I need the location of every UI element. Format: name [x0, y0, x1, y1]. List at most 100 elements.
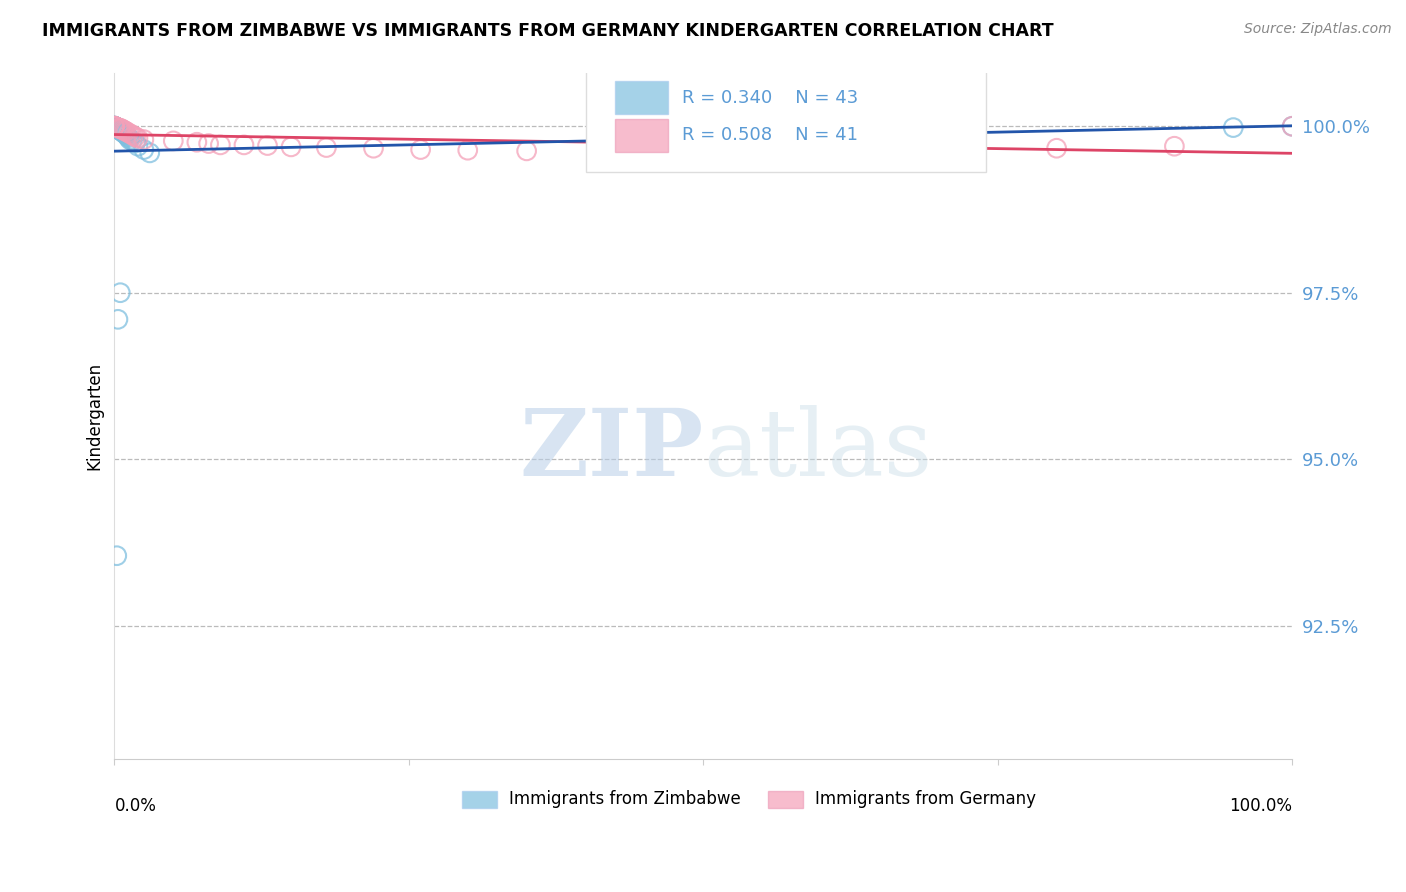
Point	[112, 123, 135, 137]
FancyBboxPatch shape	[585, 66, 986, 172]
Point	[105, 120, 128, 135]
Point	[110, 122, 132, 136]
Point	[363, 141, 385, 155]
Point	[103, 120, 125, 134]
Point	[103, 120, 125, 134]
Point	[132, 143, 155, 157]
Point	[1163, 139, 1185, 153]
Point	[139, 145, 162, 160]
Point	[110, 121, 132, 136]
Point	[111, 125, 134, 139]
Text: 100.0%: 100.0%	[1229, 797, 1292, 814]
Point	[124, 129, 146, 144]
Point	[209, 137, 232, 152]
Point	[127, 131, 149, 145]
Point	[1281, 120, 1303, 134]
Point	[110, 124, 132, 138]
Point	[115, 128, 138, 142]
Point	[162, 134, 184, 148]
Point	[110, 122, 132, 136]
Point	[114, 124, 136, 138]
Point	[280, 140, 302, 154]
Point	[127, 139, 149, 153]
Point	[108, 122, 131, 136]
Text: Immigrants from Germany: Immigrants from Germany	[815, 790, 1036, 808]
Point	[103, 120, 125, 134]
Text: R = 0.340    N = 43: R = 0.340 N = 43	[682, 88, 858, 107]
Point	[810, 145, 832, 160]
Point	[103, 120, 125, 134]
Point	[107, 312, 129, 326]
Point	[186, 135, 208, 149]
Point	[103, 120, 125, 134]
FancyBboxPatch shape	[768, 791, 803, 808]
Point	[108, 122, 131, 136]
Point	[598, 145, 620, 159]
Point	[115, 125, 138, 139]
Point	[103, 120, 125, 134]
Point	[103, 120, 125, 134]
Point	[120, 127, 142, 141]
Point	[117, 130, 139, 145]
Point	[233, 137, 256, 152]
Point	[118, 132, 141, 146]
Point	[103, 120, 125, 134]
Point	[928, 144, 950, 158]
Point	[1046, 141, 1069, 155]
Point	[117, 126, 139, 140]
Point	[103, 120, 125, 134]
Point	[457, 143, 479, 157]
Point	[256, 138, 278, 153]
Text: R = 0.508    N = 41: R = 0.508 N = 41	[682, 127, 858, 145]
Point	[110, 123, 132, 137]
Point	[692, 145, 714, 160]
FancyBboxPatch shape	[614, 119, 668, 152]
Point	[409, 143, 432, 157]
Point	[197, 136, 219, 151]
Text: IMMIGRANTS FROM ZIMBABWE VS IMMIGRANTS FROM GERMANY KINDERGARTEN CORRELATION CHA: IMMIGRANTS FROM ZIMBABWE VS IMMIGRANTS F…	[42, 22, 1054, 40]
Point	[115, 127, 138, 141]
Point	[112, 126, 135, 140]
Point	[103, 120, 125, 134]
Point	[132, 132, 155, 146]
Point	[516, 144, 538, 158]
Point	[114, 126, 136, 140]
Point	[110, 123, 132, 137]
Point	[103, 120, 125, 134]
Point	[1222, 120, 1244, 135]
Point	[110, 122, 132, 136]
Point	[103, 120, 125, 134]
Point	[103, 120, 125, 134]
Text: atlas: atlas	[703, 405, 932, 495]
Point	[103, 120, 125, 134]
Point	[110, 124, 132, 138]
Point	[117, 129, 139, 144]
Point	[124, 136, 146, 150]
Point	[122, 128, 145, 143]
Point	[103, 120, 125, 134]
Point	[112, 125, 135, 139]
Point	[107, 121, 129, 136]
Point	[103, 120, 125, 134]
Point	[105, 549, 128, 563]
Point	[111, 122, 134, 136]
Point	[114, 127, 136, 141]
Point	[103, 120, 125, 134]
Point	[103, 120, 125, 134]
Point	[105, 121, 128, 136]
Point	[1281, 120, 1303, 134]
FancyBboxPatch shape	[614, 81, 668, 114]
Point	[111, 125, 134, 139]
Point	[108, 121, 131, 136]
FancyBboxPatch shape	[461, 791, 498, 808]
Text: 0.0%: 0.0%	[114, 797, 156, 814]
Point	[107, 122, 129, 136]
Point	[110, 285, 132, 300]
Point	[121, 134, 143, 148]
Text: Source: ZipAtlas.com: Source: ZipAtlas.com	[1244, 22, 1392, 37]
Y-axis label: Kindergarten: Kindergarten	[86, 362, 103, 470]
Text: Immigrants from Zimbabwe: Immigrants from Zimbabwe	[509, 790, 741, 808]
Point	[315, 140, 337, 154]
Text: ZIP: ZIP	[519, 405, 703, 495]
Point	[107, 120, 129, 135]
